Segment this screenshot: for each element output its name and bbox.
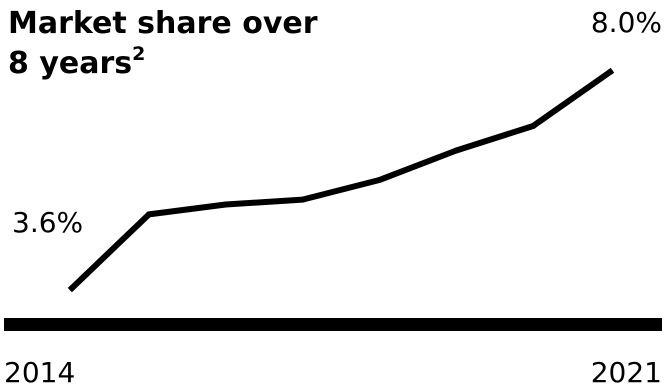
series-line-0 xyxy=(67,67,615,293)
data-point-2014 xyxy=(69,285,75,291)
chart-title: Market share over 8 years2 xyxy=(8,4,328,84)
x-tick-label-2021: 2021 xyxy=(591,356,662,387)
x-tick-label-2014: 2014 xyxy=(4,356,75,387)
data-point-2019 xyxy=(453,147,460,154)
labels-layer: 3.6% 8.0% 2014 2021 xyxy=(4,6,662,387)
data-label-2021: 8.0% xyxy=(591,6,662,39)
data-point-2021 xyxy=(607,69,613,75)
series-layer xyxy=(67,67,615,293)
data-point-2017 xyxy=(299,196,306,203)
data-point-2016 xyxy=(222,201,229,208)
data-point-2015 xyxy=(145,211,152,218)
data-label-2014: 3.6% xyxy=(12,206,83,239)
chart-title-text: Market share over 8 years xyxy=(8,6,318,81)
title-footnote-marker: 2 xyxy=(132,43,146,65)
data-point-2020 xyxy=(530,123,537,129)
x-axis-baseline xyxy=(4,318,662,331)
data-point-2018 xyxy=(376,177,383,183)
